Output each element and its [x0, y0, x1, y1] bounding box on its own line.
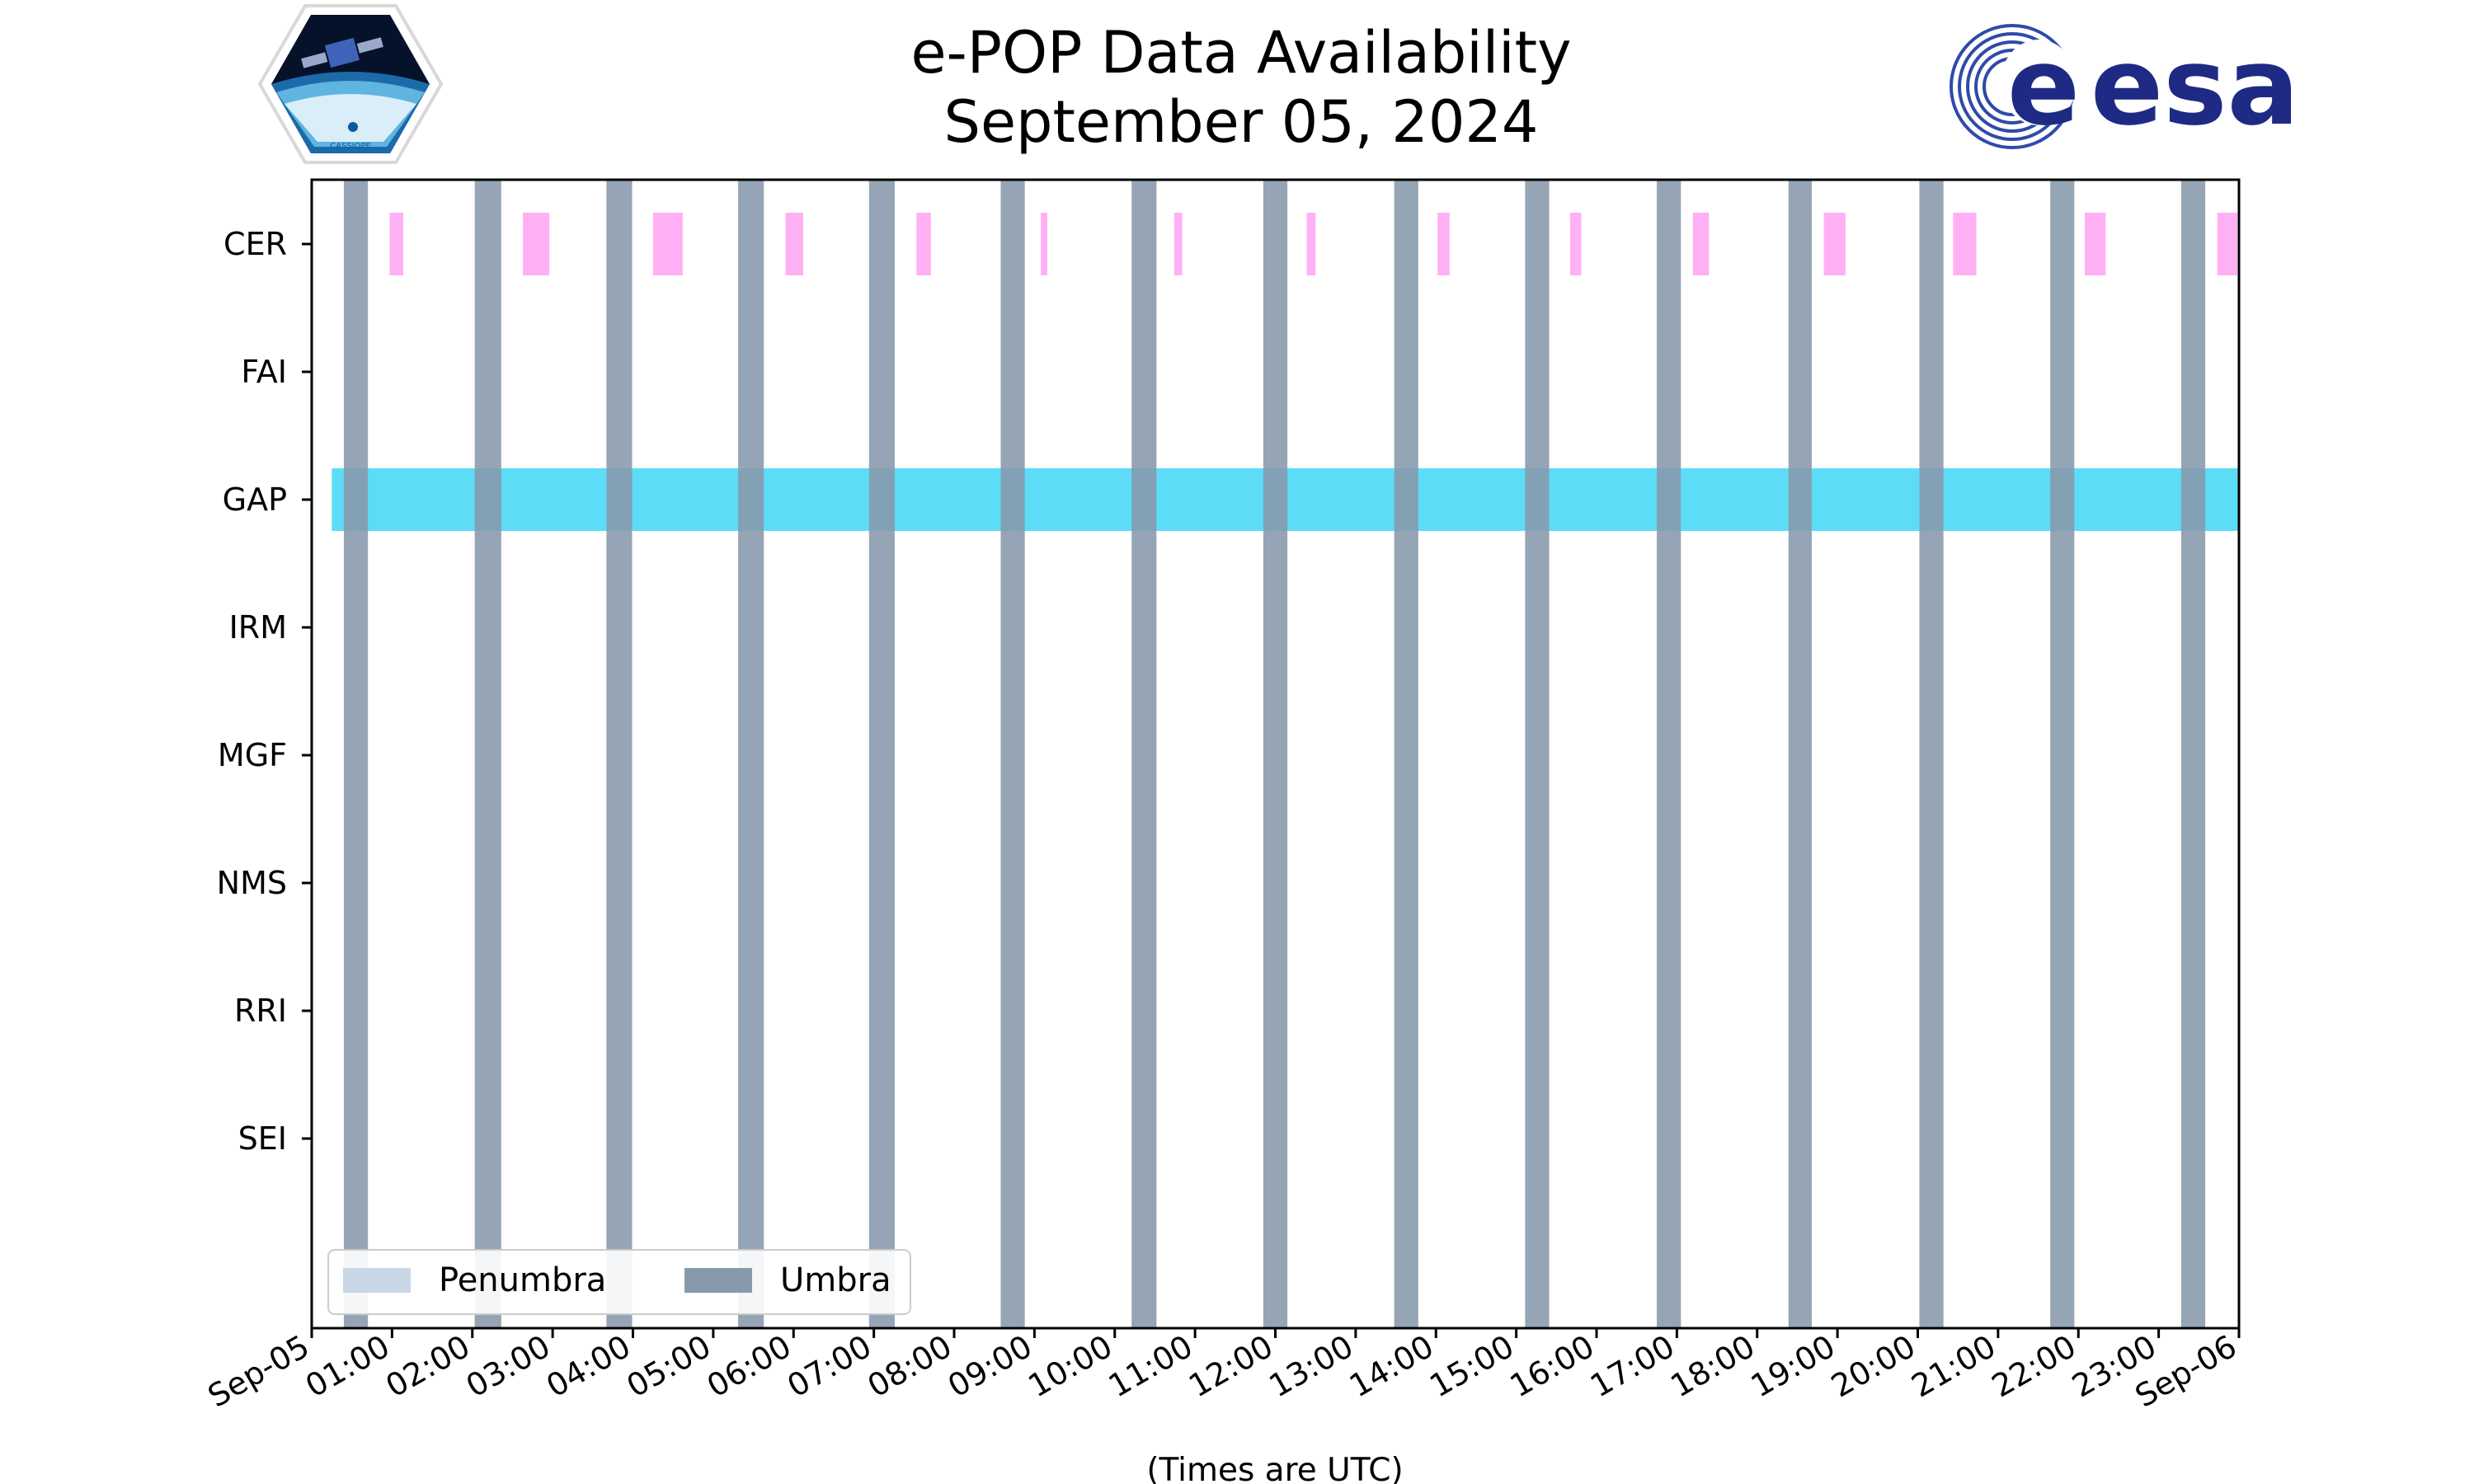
y-tick-label: IRM	[229, 609, 287, 646]
chart-title-line1: e-POP Data Availability	[910, 19, 1571, 87]
y-axis: CER FAI GAP IRM MGF NMS RRI SEI	[217, 226, 312, 1157]
umbra-band	[1788, 180, 1812, 1328]
x-tick-label: Sep-05	[202, 1328, 316, 1415]
y-tick-label: NMS	[217, 865, 287, 901]
umbra-band	[1657, 180, 1681, 1328]
x-tick-label: 02:00	[379, 1328, 476, 1405]
legend: Penumbra Umbra	[327, 1249, 911, 1315]
plot-area: CER FAI GAP IRM MGF NMS RRI SEI Sep-0501:0002:0…	[202, 178, 2243, 1415]
data-bar-cer	[652, 213, 683, 275]
y-tick-label: GAP	[223, 481, 287, 518]
legend-swatch-umbra	[684, 1268, 752, 1293]
x-tick-label: 16:00	[1504, 1328, 1601, 1405]
data-bar-cer	[1569, 213, 1582, 275]
cassiope-logo-text: CASSIOPE	[330, 142, 371, 151]
data-bar-cer	[523, 213, 550, 275]
x-axis: Sep-0501:0002:0003:0004:0005:0006:0007:0…	[202, 1328, 2243, 1415]
x-tick-label: 07:00	[781, 1328, 877, 1405]
esa-globe-icon: e	[1948, 22, 2080, 151]
cassiope-logo: CASSIOPE	[257, 4, 444, 164]
x-tick-label: 09:00	[942, 1328, 1038, 1405]
data-bar-cer	[389, 213, 404, 275]
data-bar-cer	[1692, 213, 1710, 275]
x-tick-label: 19:00	[1745, 1328, 1841, 1405]
x-tick-label: 04:00	[540, 1328, 637, 1405]
x-tick-label: 15:00	[1423, 1328, 1520, 1405]
y-tick-label: CER	[223, 226, 287, 262]
x-axis-label: (Times are UTC)	[1146, 1452, 1403, 1484]
x-tick-label: 14:00	[1343, 1328, 1440, 1405]
data-bar-cer	[1437, 213, 1450, 275]
umbra-band	[2050, 180, 2075, 1328]
umbra-band	[1394, 180, 1418, 1328]
x-tick-label: 22:00	[1986, 1328, 2082, 1405]
x-tick-label: 21:00	[1906, 1328, 2002, 1405]
data-bar-cer	[785, 213, 803, 275]
data-bar-cer	[2217, 213, 2238, 275]
umbra-band	[474, 180, 501, 1328]
x-tick-label: 12:00	[1183, 1328, 1279, 1405]
legend-swatch-penumbra	[343, 1268, 411, 1293]
svg-text:e: e	[2007, 24, 2080, 149]
legend-label-penumbra: Penumbra	[439, 1261, 606, 1299]
y-tick-label: FAI	[241, 354, 287, 390]
x-tick-label: 08:00	[862, 1328, 958, 1405]
x-tick-label: 03:00	[460, 1328, 557, 1405]
x-tick-label: 11:00	[1103, 1328, 1199, 1405]
x-tick-label: 17:00	[1584, 1328, 1681, 1405]
umbra-band	[606, 180, 633, 1328]
data-bar-cer	[1174, 213, 1183, 275]
x-tick-label: 20:00	[1825, 1328, 1921, 1405]
x-tick-label: 18:00	[1664, 1328, 1761, 1405]
x-tick-label: 06:00	[701, 1328, 797, 1405]
data-bar-cer	[1041, 213, 1047, 275]
data-bar-cer	[1823, 213, 1846, 275]
x-tick-label: 01:00	[299, 1328, 396, 1405]
x-tick-label: 05:00	[621, 1328, 717, 1405]
umbra-band	[1263, 180, 1288, 1328]
x-tick-label: 13:00	[1263, 1328, 1360, 1405]
umbra-band	[868, 180, 895, 1328]
data-bar-cer	[916, 213, 931, 275]
legend-label-umbra: Umbra	[780, 1261, 891, 1299]
y-tick-label: SEI	[238, 1120, 287, 1157]
data-bar-cer	[2085, 213, 2106, 275]
legend-box	[327, 1249, 911, 1315]
umbra-band	[1919, 180, 1944, 1328]
umbra-band	[1000, 180, 1025, 1328]
esa-logo: e esa	[1948, 22, 2299, 151]
esa-logo-text: esa	[2091, 24, 2299, 149]
data-bar-cer	[1953, 213, 1977, 275]
umbra-band	[1131, 180, 1157, 1328]
data-bar-cer	[1306, 213, 1316, 275]
umbra-band	[1525, 180, 1550, 1328]
chart-title-line2: September 05, 2024	[944, 88, 1539, 156]
umbra-band	[2180, 180, 2206, 1328]
umbra-layer	[343, 180, 2206, 1328]
y-tick-label: RRI	[234, 993, 287, 1029]
x-tick-label: 10:00	[1022, 1328, 1118, 1405]
umbra-band	[343, 180, 369, 1328]
y-tick-label: MGF	[218, 737, 287, 773]
umbra-band	[738, 180, 764, 1328]
